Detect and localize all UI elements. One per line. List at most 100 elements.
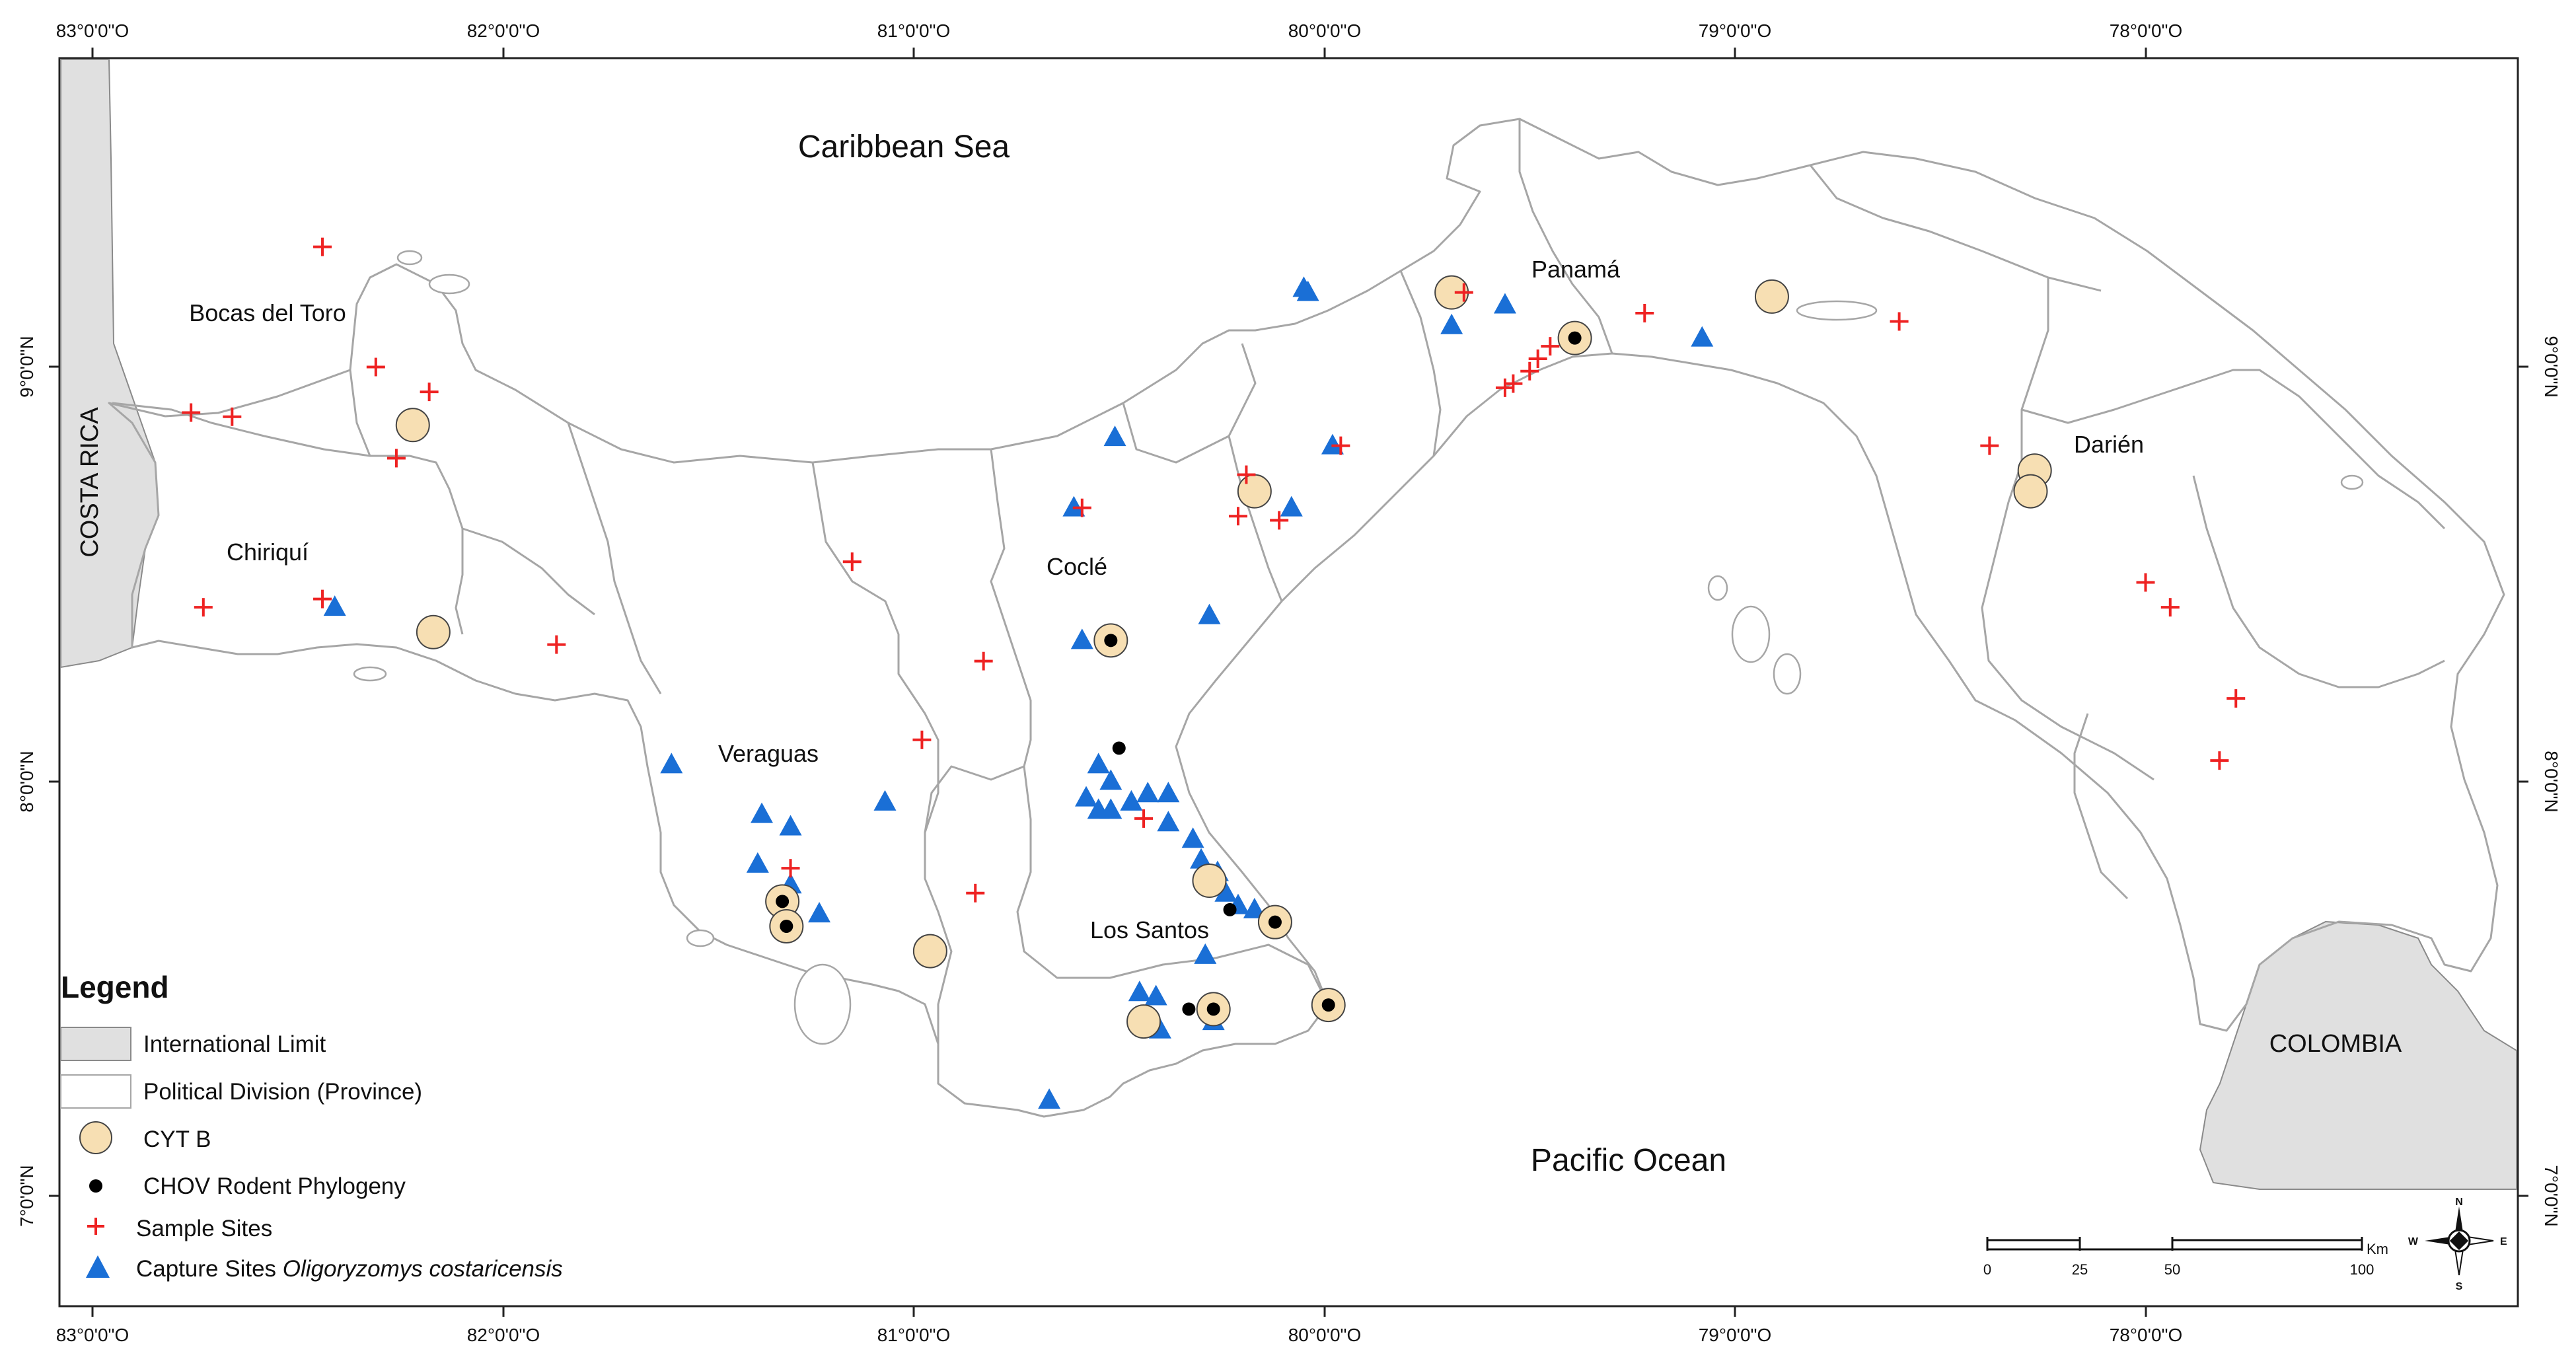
- chov-layer: [776, 331, 1582, 1016]
- latitude-ticks-left: 9°0'0"N 8°0'0"N 7°0'0"N: [17, 336, 59, 1227]
- legend: Legend International Limit Political Div…: [60, 965, 642, 1302]
- province-label-cocle: Coclé: [1047, 553, 1107, 580]
- boundary-panama-north: [1518, 119, 1613, 354]
- longitude-tick-label-bottom: 79°0'0"O: [1699, 1325, 1772, 1345]
- chov-marker: [1568, 331, 1582, 345]
- compass-south-label: S: [2456, 1281, 2463, 1292]
- legend-label-chov: CHOV Rodent Phylogeny: [143, 1173, 406, 1199]
- longitude-tick-label-bottom: 81°0'0"O: [877, 1325, 951, 1345]
- longitude-tick-label-top: 79°0'0"O: [1699, 20, 1772, 41]
- sample-site-marker: [1134, 809, 1154, 828]
- cyt-b-marker: [1754, 279, 1789, 314]
- capture-site-marker: [1136, 782, 1159, 803]
- capture-site-marker: [751, 802, 774, 823]
- panama-outline: [108, 118, 2505, 1118]
- capture-site-marker: [1321, 433, 1344, 455]
- legend-title: Legend: [61, 970, 169, 1004]
- san-blas-island: [1796, 300, 1878, 321]
- legend-label-international-limit: International Limit: [143, 1031, 326, 1057]
- capture-site-marker: [1280, 496, 1303, 517]
- sample-site-marker: [1504, 374, 1523, 393]
- cyt-b-marker: [1237, 474, 1272, 509]
- scale-bar: Km 0 25 50 100: [1983, 1237, 2388, 1278]
- sample-site-marker: [1528, 349, 1547, 368]
- capture-site-marker: [1194, 943, 1217, 964]
- chov-marker: [1112, 741, 1126, 755]
- legend-swatch-cyt-b: [79, 1121, 112, 1154]
- scale-bar-label-25: 25: [2072, 1261, 2088, 1278]
- compass-center-square: [2449, 1231, 2469, 1251]
- sample-site-marker: [2160, 598, 2180, 617]
- sample-site-marker: [842, 552, 862, 572]
- capture-site-marker: [1128, 980, 1151, 1002]
- longitude-tick-label-top: 81°0'0"O: [877, 20, 951, 41]
- chiriqui-island: [353, 666, 387, 682]
- legend-swatch-political-division: [60, 1074, 131, 1109]
- pearl-island-3: [1707, 575, 1728, 601]
- capture-site-marker: [1099, 798, 1122, 819]
- legend-label-capture-sites-species: Oligoryzomys costaricensis: [283, 1256, 563, 1282]
- caribbean-sea-label: Caribbean Sea: [798, 129, 1010, 165]
- capture-site-marker: [1440, 313, 1463, 334]
- capture-site-marker: [1296, 280, 1319, 301]
- legend-swatch-international-limit: [60, 1027, 131, 1061]
- sample-site-marker: [386, 449, 406, 468]
- sample-site-marker: [1890, 312, 1909, 331]
- boundary-herrera-west: [924, 765, 1025, 833]
- capture-site-marker: [1243, 897, 1266, 918]
- cyt-b-marker: [416, 614, 451, 649]
- sample-site-marker: [1237, 465, 1256, 484]
- capture-site-marker: [1070, 628, 1093, 649]
- capture-site-marker: [1075, 786, 1098, 807]
- longitude-tick-label-bottom: 80°0'0"O: [1288, 1325, 1362, 1345]
- capture-site-marker: [323, 595, 346, 616]
- sample-site-marker: [2136, 573, 2155, 592]
- bocas-island-2: [396, 250, 423, 266]
- boundary-darien-interior: [2021, 369, 2446, 530]
- sample-site-marker: [1331, 436, 1350, 455]
- legend-label-capture-sites: Capture Sites Oligoryzomys costaricensis: [136, 1256, 563, 1282]
- legend-swatch-sample-sites: [87, 1218, 104, 1235]
- costa-rica-label: COSTA RICA: [76, 407, 104, 558]
- sample-site-marker: [1270, 511, 1289, 530]
- boundary-colon-panama: [1399, 270, 1442, 457]
- capture-site-marker: [1181, 827, 1204, 848]
- latitude-tick-label-right: 7°0'0"N: [2541, 1165, 2561, 1226]
- sample-site-marker: [2210, 751, 2229, 770]
- latitude-tick-label-left: 9°0'0"N: [17, 336, 37, 397]
- capture-site-marker: [1157, 782, 1180, 803]
- longitude-ticks-top: 83°0'0"O 82°0'0"O 81°0'0"O 80°0'0"O 79°0'0"O…: [56, 20, 2182, 58]
- compass-rose: N S E W: [2408, 1197, 2507, 1292]
- pearl-island-1: [1731, 605, 1771, 663]
- capture-site-marker: [873, 790, 897, 811]
- boundary-cocle-west: [990, 449, 1032, 767]
- legend-background: [61, 965, 642, 1302]
- legend-label-capture-sites-text: Capture Sites: [136, 1256, 283, 1282]
- boundary-bocas-interior: [349, 369, 371, 457]
- province-label-los-santos: Los Santos: [1090, 916, 1209, 943]
- boundary-cocle-east: [1228, 435, 1283, 602]
- sample-sites-layer: [182, 237, 2246, 903]
- province-label-darien: Darién: [2074, 431, 2144, 458]
- pearl-island-2: [1773, 653, 1802, 695]
- legend-label-sample-sites: Sample Sites: [136, 1216, 272, 1241]
- legend-label-cyt-b: CYT B: [143, 1126, 211, 1152]
- capture-site-marker: [1038, 1088, 1061, 1109]
- sample-site-marker: [313, 589, 332, 609]
- sample-site-marker: [1495, 378, 1514, 397]
- islands: [353, 250, 2364, 1045]
- province-label-veraguas: Veraguas: [718, 740, 819, 767]
- international-limit-areas: [60, 59, 2517, 1190]
- chov-marker: [1104, 634, 1118, 647]
- capture-site-marker: [779, 815, 802, 836]
- capture-site-marker: [1144, 984, 1167, 1006]
- boundary-herrera-south: [1016, 766, 1309, 979]
- sample-site-marker: [2226, 689, 2246, 708]
- capture-site-marker: [1190, 848, 1213, 869]
- compass-north-label: N: [2455, 1197, 2463, 1208]
- chov-marker: [776, 895, 790, 908]
- sample-site-marker: [182, 403, 201, 422]
- boundary-gulf-san-miguel: [2073, 713, 2129, 900]
- chov-marker: [780, 919, 793, 933]
- latitude-ticks-right: 9°0'0"N 8°0'0"N 7°0'0"N: [2518, 336, 2561, 1227]
